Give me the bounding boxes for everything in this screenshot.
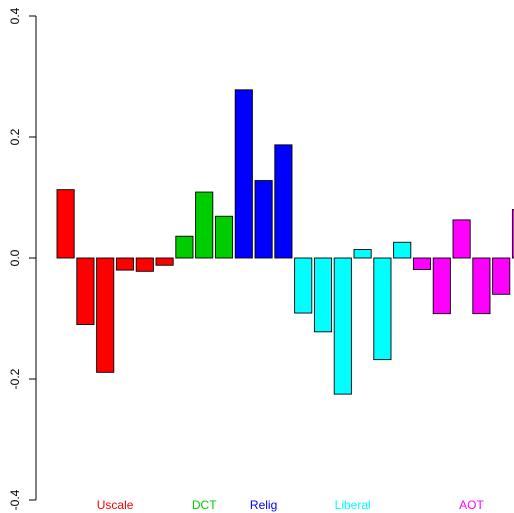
y-tick-label: 0.4 <box>8 7 22 24</box>
bar-relig <box>234 89 253 259</box>
bar-liberal <box>393 241 412 259</box>
bar-dct <box>214 215 234 259</box>
group-label-aot: AOT <box>459 498 484 512</box>
bar-uscale <box>135 257 154 272</box>
bar-liberal <box>294 257 313 314</box>
bar-uscale <box>96 257 115 373</box>
bar-relig <box>254 180 273 259</box>
group-label-uscale: Uscale <box>97 498 134 512</box>
bar-dct <box>175 235 194 259</box>
bar-aot <box>511 209 514 259</box>
y-tick-label: 0.0 <box>8 249 22 266</box>
bar-aot <box>452 219 471 259</box>
bar-uscale <box>56 189 75 259</box>
group-labels: Uscale DCT Relig Liberal AOT <box>97 498 485 512</box>
y-axis: -0.4 -0.2 0.0 0.2 0.4 <box>8 7 37 510</box>
bar-liberal <box>373 257 392 361</box>
y-tick-label: 0.2 <box>8 128 22 145</box>
bar-relig <box>274 144 293 259</box>
bar-uscale <box>76 257 95 326</box>
bar-dct <box>195 191 214 259</box>
group-label-relig: Relig <box>250 498 277 512</box>
bar-liberal <box>333 257 352 395</box>
group-label-liberal: Liberal <box>335 498 371 512</box>
y-tick-label: -0.2 <box>8 368 22 389</box>
bar-aot <box>412 257 432 270</box>
bar-aot <box>432 257 451 315</box>
bar-liberal <box>313 257 333 333</box>
bar-uscale <box>115 257 135 271</box>
bar-aot <box>492 257 511 295</box>
y-tick-label: -0.4 <box>8 489 22 510</box>
bar-uscale <box>155 257 174 266</box>
bars <box>56 89 514 395</box>
group-label-dct: DCT <box>192 498 217 512</box>
bar-aot <box>472 257 491 315</box>
bar-liberal <box>353 249 372 259</box>
